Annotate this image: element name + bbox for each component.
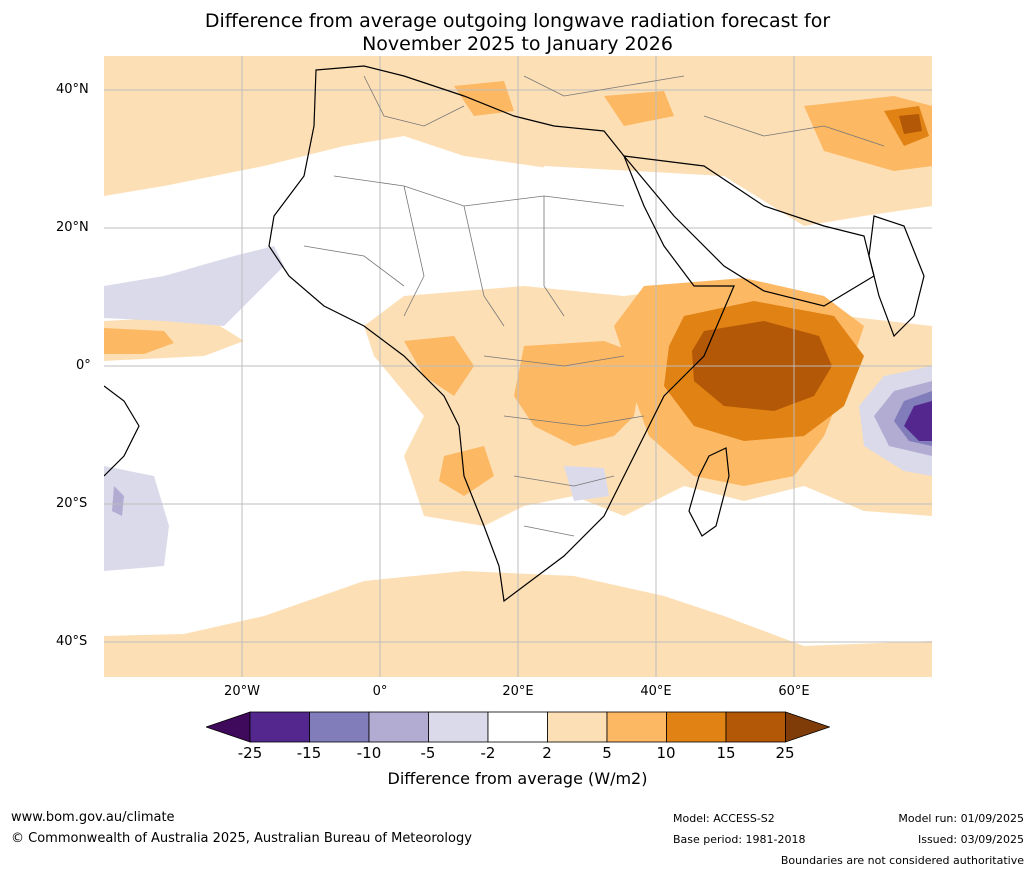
footer-disclaimer: Boundaries are not considered authoritat… xyxy=(780,854,1024,867)
south-america-coastline xyxy=(104,385,140,477)
cb-tick: 25 xyxy=(775,744,795,762)
colorbar-segment xyxy=(487,711,548,743)
footer-model: Model: ACCESS-S2 xyxy=(673,812,775,825)
cb-tick: 15 xyxy=(716,744,736,762)
colorbar-segment xyxy=(309,711,370,743)
country-borders xyxy=(303,75,885,537)
colorbar-segment xyxy=(666,711,727,743)
colorbar-segment xyxy=(368,711,429,743)
colorbar-segment xyxy=(547,711,608,743)
africa-coastline xyxy=(268,65,735,603)
cb-tick: -10 xyxy=(356,744,382,762)
cb-tick: 5 xyxy=(602,744,612,762)
footer-model-run: Model run: 01/09/2025 xyxy=(898,812,1024,825)
lat-label-20s: 20°S xyxy=(56,496,88,511)
lon-label-20w: 20°W xyxy=(224,684,260,699)
cb-tick: 10 xyxy=(656,744,676,762)
lon-label-40e: 40°E xyxy=(640,684,672,699)
colorbar-segment xyxy=(249,711,310,743)
title-line-2: November 2025 to January 2026 xyxy=(362,33,673,55)
colorbar-title: Difference from average (W/m2) xyxy=(387,769,648,788)
lat-label-40s: 40°S xyxy=(56,634,88,649)
footer-copyright: © Commonwealth of Australia 2025, Austra… xyxy=(11,831,472,846)
cb-tick: -2 xyxy=(480,744,496,762)
cb-tick: 2 xyxy=(542,744,552,762)
map-canvas xyxy=(104,56,932,677)
title-line-1: Difference from average outgoing longwav… xyxy=(204,10,831,32)
colorbar xyxy=(206,711,830,743)
lat-label-40n: 40°N xyxy=(56,82,89,97)
lat-label-20n: 20°N xyxy=(56,220,89,235)
footer-base-period: Base period: 1981-2018 xyxy=(673,833,806,846)
colorbar-extend-high xyxy=(785,711,830,743)
colorbar-segment xyxy=(725,711,786,743)
lat-label-0: 0° xyxy=(76,358,91,373)
olr-anomaly-map xyxy=(104,56,932,677)
colorbar-segment xyxy=(428,711,489,743)
lon-label-0: 0° xyxy=(372,684,388,699)
colorbar-segment xyxy=(606,711,667,743)
anomaly-region-purple-atlantic xyxy=(104,246,284,326)
footer-issued: Issued: 03/09/2025 xyxy=(917,833,1024,846)
lon-label-60e: 60°E xyxy=(778,684,810,699)
madagascar-coastline xyxy=(688,447,730,537)
lon-label-20e: 20°E xyxy=(502,684,534,699)
cb-tick: -25 xyxy=(237,744,263,762)
cb-tick: -5 xyxy=(420,744,436,762)
india-coastline xyxy=(868,215,925,338)
footer-website[interactable]: www.bom.gov.au/climate xyxy=(11,810,175,825)
colorbar-extend-low xyxy=(206,711,251,743)
cb-tick: -15 xyxy=(296,744,322,762)
map-title: Difference from average outgoing longwav… xyxy=(0,10,1035,56)
